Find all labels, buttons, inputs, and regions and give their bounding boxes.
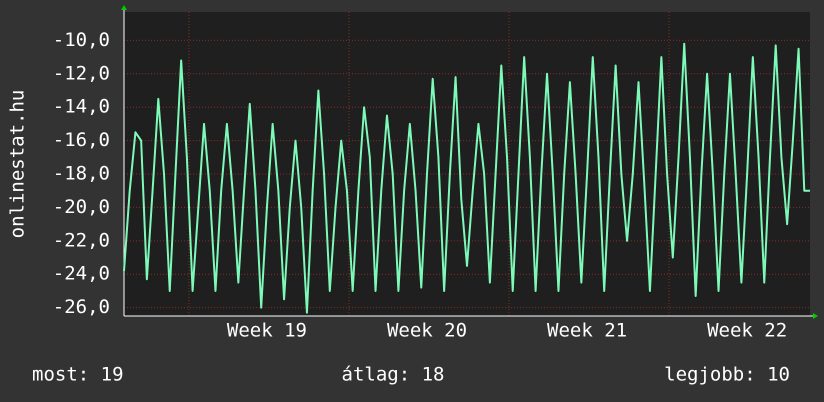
y-tick-label: -22,0	[53, 229, 110, 251]
y-tick-label: -26,0	[53, 296, 110, 318]
footer-current: most: 19	[32, 364, 124, 386]
y-tick-label: -10,0	[53, 29, 110, 51]
y-tick-label: -14,0	[53, 96, 110, 118]
x-tick-label: Week 21	[547, 320, 627, 342]
footer-average: átlag: 18	[342, 364, 445, 386]
x-tick-label: Week 20	[387, 320, 467, 342]
x-tick-label: Week 19	[227, 320, 307, 342]
footer-best: legjobb: 10	[664, 364, 790, 386]
y-tick-label: -12,0	[53, 62, 110, 84]
data-line	[123, 42, 810, 314]
y-tick-label: -16,0	[53, 129, 110, 151]
y-tick-label: -24,0	[53, 263, 110, 285]
plot-area	[124, 12, 810, 316]
y-tick-label: -18,0	[53, 163, 110, 185]
y-tick-label: -20,0	[53, 196, 110, 218]
axis-arrow	[121, 5, 127, 10]
x-tick-label: Week 22	[707, 320, 787, 342]
y-axis-label: onlinestat.hu	[7, 90, 29, 239]
axis-arrow	[813, 313, 818, 319]
